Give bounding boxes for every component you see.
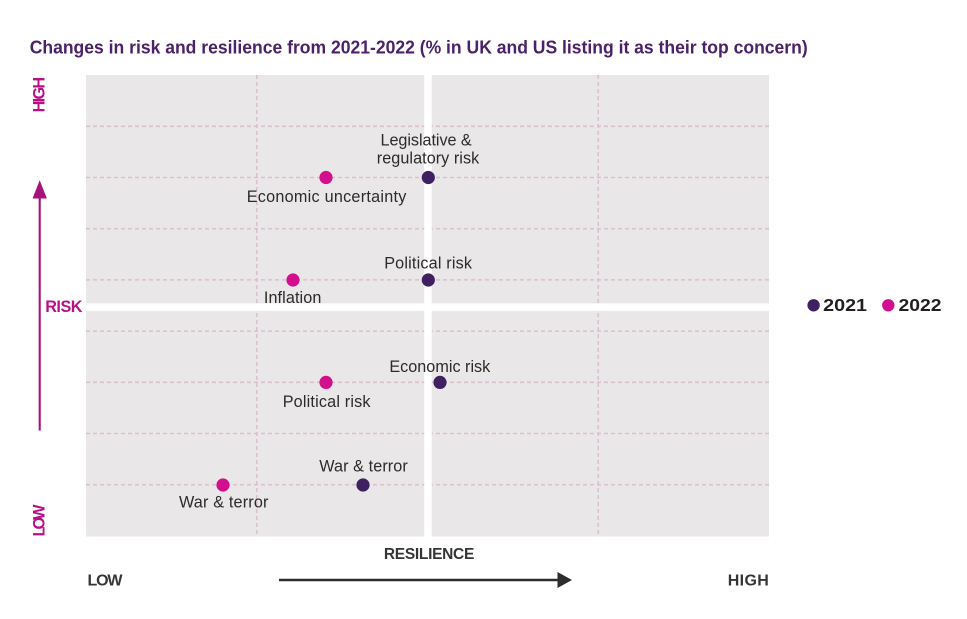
svg-text:HIGH: HIGH: [728, 573, 769, 590]
svg-text:Economic uncertainty: Economic uncertainty: [247, 188, 408, 206]
svg-text:HIGH: HIGH: [31, 77, 49, 113]
svg-text:2022: 2022: [899, 295, 942, 315]
svg-text:LOW: LOW: [31, 504, 49, 537]
svg-text:War & terror: War & terror: [179, 493, 269, 511]
svg-text:Political risk: Political risk: [384, 254, 473, 272]
svg-text:RESILIENCE: RESILIENCE: [384, 546, 474, 563]
svg-text:Inflation: Inflation: [264, 289, 322, 307]
svg-text:Legislative &: Legislative &: [381, 131, 472, 149]
svg-text:LOW: LOW: [88, 573, 124, 590]
svg-text:2021: 2021: [823, 295, 867, 315]
svg-text:Economic risk: Economic risk: [389, 358, 491, 376]
svg-text:War & terror: War & terror: [319, 458, 408, 476]
svg-text:RISK: RISK: [45, 298, 83, 316]
svg-text:regulatory risk: regulatory risk: [377, 149, 480, 167]
svg-text:Political risk: Political risk: [283, 393, 372, 411]
svg-text:Changes in risk and resilience: Changes in risk and resilience from 2021…: [30, 36, 808, 57]
